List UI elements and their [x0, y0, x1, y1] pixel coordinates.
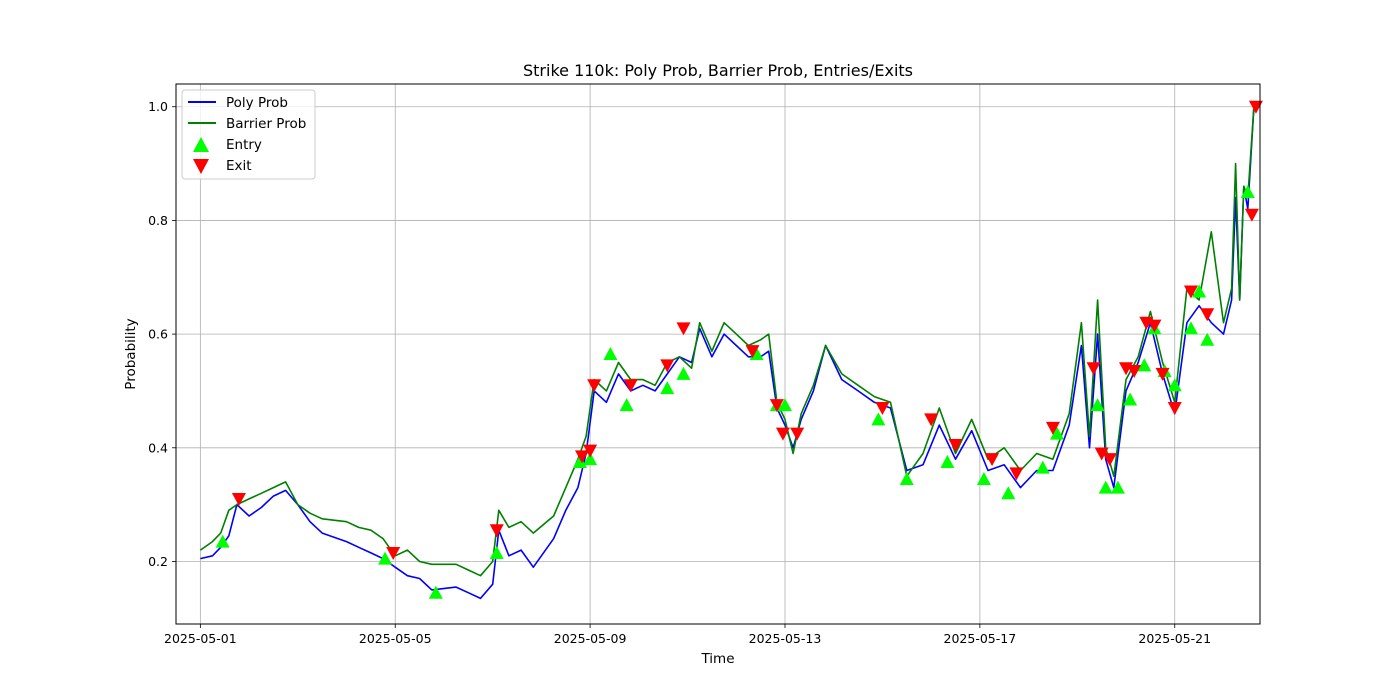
exit-marker: [1155, 367, 1170, 381]
exit-marker: [386, 546, 401, 560]
entry-marker: [777, 398, 792, 412]
entry-marker: [899, 472, 914, 486]
exit-marker: [1094, 447, 1109, 461]
entry-marker: [1200, 332, 1215, 346]
y-axis-label: Probability: [123, 318, 139, 389]
entry-marker: [1110, 480, 1125, 494]
exit-marker: [587, 379, 602, 393]
entry-marker: [1050, 426, 1065, 440]
exit-marker: [1200, 308, 1215, 322]
exit-marker: [769, 399, 784, 413]
exit-marker: [985, 453, 1000, 467]
exit-marker: [1127, 365, 1142, 379]
exit-marker: [1086, 362, 1101, 376]
entry-marker: [976, 472, 991, 486]
series-line-barrier-prob: [199, 106, 1255, 577]
exit-marker: [660, 359, 675, 373]
exit-marker: [623, 379, 638, 393]
grid: [176, 84, 1260, 624]
entry-marker: [1035, 460, 1050, 474]
legend-swatch-exit: [193, 159, 209, 174]
legend-label-exit: Exit: [226, 158, 252, 174]
entry-marker: [1123, 392, 1138, 406]
entry-marker: [1098, 480, 1113, 494]
exit-marker: [574, 450, 589, 464]
exit-marker: [231, 492, 246, 506]
exit-marker: [676, 322, 691, 336]
x-axis-label: Time: [700, 651, 734, 667]
x-tick-label: 2025-05-09: [554, 631, 627, 646]
entry-marker: [1240, 185, 1255, 198]
x-tick-label: 2025-05-21: [1138, 631, 1211, 646]
exit-marker: [1045, 421, 1060, 435]
exit-marker: [948, 438, 963, 452]
entry-marker: [1090, 398, 1105, 412]
exit-marker: [583, 444, 598, 458]
exit-marker: [1147, 319, 1162, 333]
exit-marker: [745, 345, 760, 359]
y-tick-label: 0.6: [148, 327, 168, 342]
chart-title: Strike 110k: Poly Prob, Barrier Prob, En…: [523, 61, 913, 80]
exit-marker: [875, 402, 890, 415]
exit-marker: [489, 524, 504, 538]
legend-label-entry: Entry: [226, 137, 262, 153]
entry-marker: [215, 534, 230, 548]
entry-marker: [1001, 486, 1016, 500]
entry-marker: [603, 347, 618, 360]
legend-swatch-entry: [193, 137, 209, 152]
exit-marker: [1248, 100, 1263, 114]
x-axis-ticks: 2025-05-01 2025-05-05 2025-05-09 2025-05-13…: [164, 624, 1211, 646]
legend-label-poly-prob: Poly Prob: [226, 95, 288, 111]
exit-marker: [1102, 453, 1117, 467]
entry-marker: [1167, 378, 1182, 392]
y-tick-label: 0.8: [148, 213, 168, 228]
entry-marker: [489, 545, 504, 559]
exit-marker: [1183, 285, 1198, 299]
exit-marker: [775, 427, 790, 441]
exit-marker: [1009, 467, 1024, 481]
x-tick-label: 2025-05-17: [944, 631, 1017, 646]
entry-marker: [1137, 358, 1152, 372]
legend-box: [181, 89, 316, 180]
plot-frame: [175, 83, 1261, 625]
exit-marker: [790, 427, 805, 441]
legend-label-barrier-prob: Barrier Prob: [226, 116, 306, 132]
y-tick-label: 0.4: [148, 440, 168, 455]
entry-marker: [1183, 321, 1198, 335]
y-axis-ticks: 0.2 0.4 0.6 0.8 1.0: [148, 99, 176, 569]
entry-marker: [583, 452, 598, 466]
entry-marker: [1192, 284, 1207, 298]
entry-marker: [619, 398, 634, 412]
y-tick-label: 1.0: [148, 99, 168, 114]
exit-marker: [924, 413, 939, 427]
entry-marker: [428, 585, 443, 599]
entry-marker: [676, 366, 691, 380]
series-lines: [199, 106, 1255, 600]
trade-markers: [215, 100, 1263, 599]
y-tick-label: 0.2: [148, 554, 168, 569]
x-tick-label: 2025-05-01: [164, 631, 237, 646]
x-tick-label: 2025-05-13: [749, 631, 822, 646]
exit-marker: [1244, 208, 1259, 222]
series-line-poly-prob: [200, 106, 1255, 600]
entry-marker: [378, 551, 393, 565]
x-tick-label: 2025-05-05: [359, 631, 432, 646]
exit-marker: [1167, 402, 1182, 415]
legend: Poly Prob Barrier Prob Entry Exit: [181, 89, 316, 180]
entry-marker: [660, 381, 675, 395]
entry-marker: [871, 412, 886, 426]
entry-marker: [940, 455, 955, 468]
